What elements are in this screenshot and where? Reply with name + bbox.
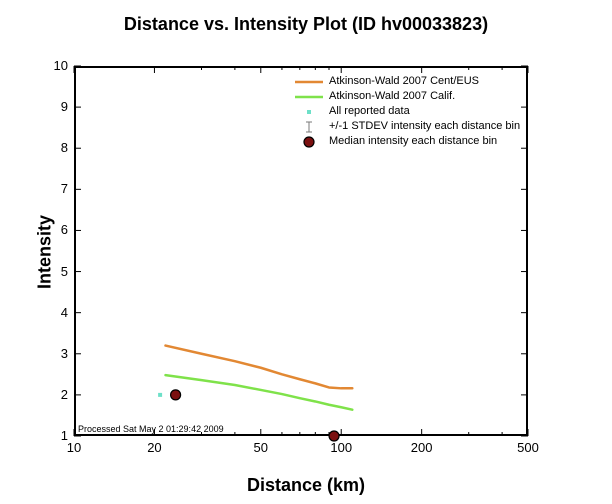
legend-swatch — [295, 136, 323, 148]
legend-swatch — [295, 76, 323, 88]
legend-label: Atkinson-Wald 2007 Calif. — [329, 89, 455, 104]
y-tick-label: 2 — [61, 387, 68, 402]
legend-item: Median intensity each distance bin — [295, 134, 520, 149]
y-tick-label: 6 — [61, 222, 68, 237]
y-tick-label: 3 — [61, 346, 68, 361]
legend-swatch — [295, 91, 323, 103]
legend-label: +/-1 STDEV intensity each distance bin — [329, 119, 520, 134]
legend-item: Atkinson-Wald 2007 Cent/EUS — [295, 74, 520, 89]
legend-label: All reported data — [329, 104, 410, 119]
x-tick-label: 500 — [513, 440, 543, 455]
legend-swatch — [295, 121, 323, 133]
processed-timestamp: Processed Sat May 2 01:29:42 2009 — [78, 424, 224, 434]
legend-item: Atkinson-Wald 2007 Calif. — [295, 89, 520, 104]
legend-item: +/-1 STDEV intensity each distance bin — [295, 119, 520, 134]
legend: Atkinson-Wald 2007 Cent/EUSAtkinson-Wald… — [295, 74, 520, 149]
x-tick-label: 200 — [407, 440, 437, 455]
y-tick-label: 10 — [54, 58, 68, 73]
y-tick-label: 4 — [61, 305, 68, 320]
legend-label: Atkinson-Wald 2007 Cent/EUS — [329, 74, 479, 89]
legend-item: All reported data — [295, 104, 520, 119]
x-tick-label: 20 — [139, 440, 169, 455]
legend-label: Median intensity each distance bin — [329, 134, 497, 149]
legend-swatch — [295, 106, 323, 118]
y-tick-label: 1 — [61, 428, 68, 443]
y-tick-label: 8 — [61, 140, 68, 155]
chart-container: Distance vs. Intensity Plot (ID hv000338… — [0, 0, 612, 504]
y-tick-label: 7 — [61, 181, 68, 196]
x-tick-label: 100 — [326, 440, 356, 455]
x-tick-label: 50 — [246, 440, 276, 455]
y-tick-label: 9 — [61, 99, 68, 114]
y-tick-label: 5 — [61, 264, 68, 279]
